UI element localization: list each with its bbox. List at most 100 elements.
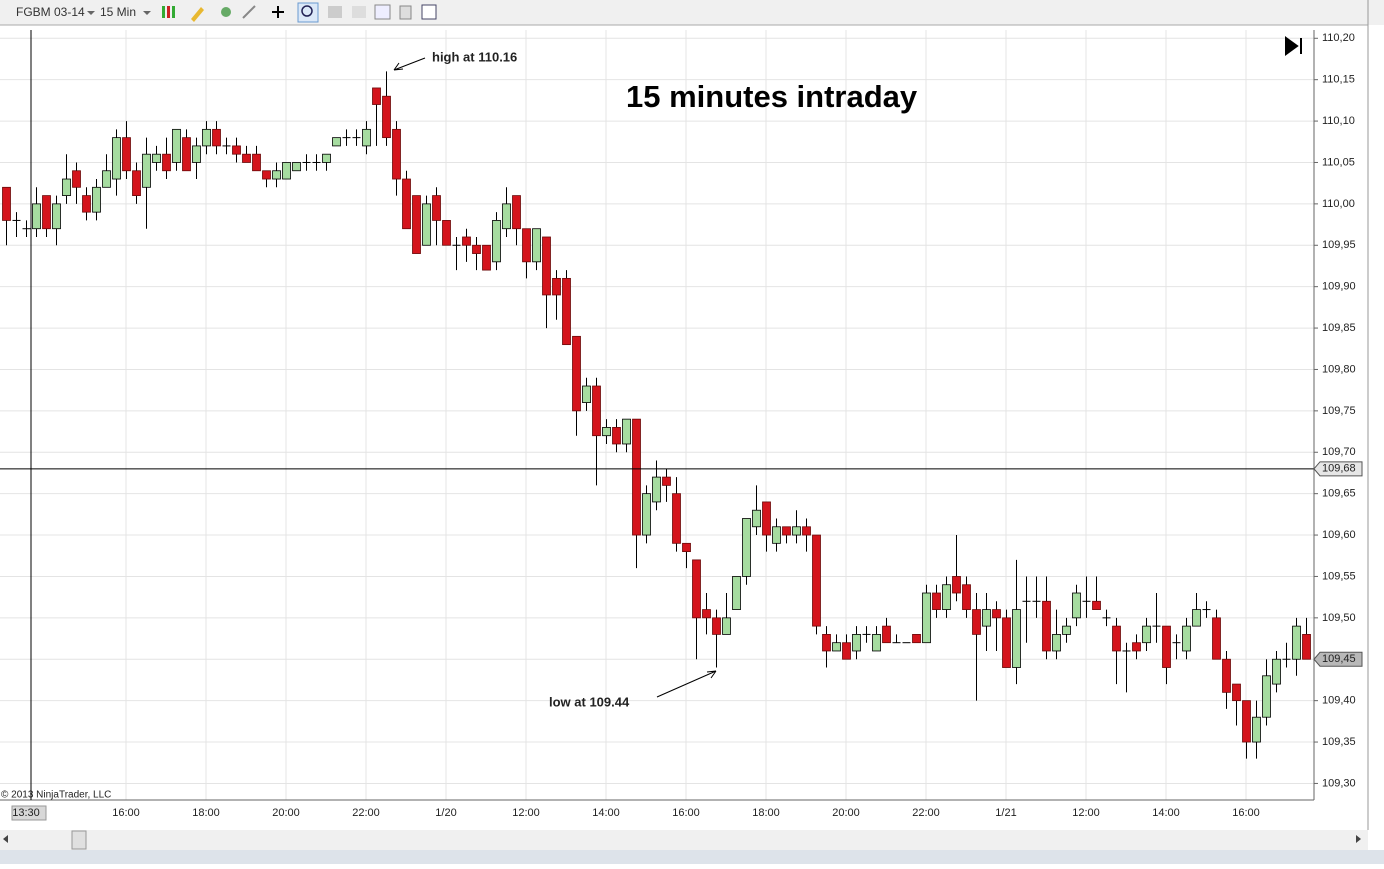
- crosshair-price-label: 109,68: [1322, 463, 1356, 475]
- candle-body: [322, 153, 331, 163]
- candle-body: [942, 584, 951, 610]
- y-tick-label: 110,05: [1322, 156, 1355, 168]
- icon-indicator[interactable]: [221, 7, 231, 17]
- candle-body: [952, 576, 961, 594]
- icon-bars[interactable]: [172, 6, 175, 18]
- icon-bars[interactable]: [167, 6, 170, 18]
- status-strip: [0, 850, 1384, 864]
- y-tick-label: 109,35: [1322, 736, 1356, 748]
- y-tick-label: 109,75: [1322, 405, 1356, 417]
- go-to-end[interactable]: [1285, 36, 1302, 56]
- candle-body: [632, 418, 641, 536]
- candle-body: [192, 145, 201, 163]
- candle-body: [872, 634, 881, 652]
- candle-body: [1182, 625, 1191, 652]
- dropdown[interactable]: [143, 11, 151, 15]
- candle-body: [182, 137, 191, 172]
- y-tick-label: 110,15: [1322, 74, 1355, 86]
- candle-body: [282, 162, 291, 180]
- scrollbar[interactable]: [0, 830, 1368, 850]
- icon-strategy[interactable]: [242, 5, 256, 19]
- candle-body: [252, 153, 261, 172]
- x-tick-label: 22:00: [352, 807, 380, 819]
- y-tick-label: 109,40: [1322, 695, 1356, 707]
- interval[interactable]: 15 Min: [100, 5, 136, 19]
- x-tick-label: 20:00: [272, 807, 300, 819]
- x-tick-label: 16:00: [672, 807, 700, 819]
- toolbar: [0, 0, 1384, 25]
- crosshair-time-box: [11, 805, 47, 821]
- candle-body: [962, 584, 971, 610]
- candle-body: [752, 509, 761, 528]
- x-tick-label: 16:00: [1232, 807, 1260, 819]
- candle-body: [802, 526, 811, 536]
- scroll-thumb[interactable]: [71, 830, 87, 850]
- icon-bars[interactable]: [162, 6, 165, 18]
- candle-body: [722, 617, 731, 635]
- candle-body: [542, 236, 551, 296]
- candle-body: [662, 476, 671, 486]
- candle-body: [462, 236, 471, 246]
- candle-body: [172, 128, 181, 163]
- last-price-label: 109,45: [1322, 653, 1356, 665]
- chart-title: 15 minutes intraday: [626, 79, 918, 114]
- grid: [0, 30, 1314, 800]
- icon-draw[interactable]: [191, 7, 204, 22]
- icon-zoom-glass: [301, 5, 313, 17]
- annotation-arrow: [393, 57, 426, 71]
- candle-body: [982, 609, 991, 627]
- candle-body: [392, 128, 401, 180]
- candle-body: [272, 170, 281, 180]
- candle-body: [642, 493, 651, 536]
- candle-body: [602, 427, 611, 437]
- y-tick-label: 109,50: [1322, 612, 1356, 624]
- candle-body: [512, 195, 521, 230]
- icon-properties[interactable]: [352, 6, 366, 18]
- instrument[interactable]: FGBM 03-14: [16, 5, 85, 19]
- candle-body: [332, 137, 341, 147]
- candle-body: [502, 203, 511, 230]
- candle-body: [2, 186, 11, 221]
- candle-body: [102, 170, 111, 188]
- y-tick-label: 109,85: [1322, 322, 1356, 334]
- candle-body: [372, 87, 381, 105]
- candle-body: [732, 576, 741, 610]
- y-tick-label: 109,95: [1322, 239, 1356, 251]
- candle-body: [612, 427, 621, 445]
- candle-body: [82, 195, 91, 213]
- last-price-box: [1313, 651, 1363, 667]
- candles: [2, 71, 1311, 759]
- icon-doc[interactable]: [399, 5, 412, 20]
- x-tick-label: 13:30: [12, 807, 40, 819]
- icon-crosshair[interactable]: [272, 6, 284, 18]
- icon-chart[interactable]: [374, 4, 391, 20]
- candle-body: [712, 617, 721, 635]
- candle-body: [42, 195, 51, 230]
- icon-window[interactable]: [421, 4, 437, 20]
- candle-body: [682, 542, 691, 553]
- candle-body: [142, 153, 151, 188]
- x-tick-label: 22:00: [912, 807, 940, 819]
- dropdown[interactable]: [87, 11, 95, 15]
- y-tick-label: 109,90: [1322, 281, 1356, 293]
- candle-body: [922, 592, 931, 644]
- annotation: high at 110.16: [432, 49, 517, 64]
- candle-body: [652, 476, 661, 503]
- candle-body: [932, 592, 941, 610]
- candle-body: [1072, 592, 1081, 619]
- candle-body: [492, 220, 501, 263]
- candle-body: [362, 128, 371, 147]
- candle-body: [1292, 625, 1301, 660]
- candle-body: [1212, 617, 1221, 660]
- candle-body: [122, 137, 131, 172]
- x-tick-label: 1/21: [995, 807, 1016, 819]
- candle-body: [1002, 617, 1011, 668]
- candle-body: [442, 220, 451, 246]
- candle-body: [1252, 716, 1261, 743]
- icon-properties[interactable]: [328, 6, 342, 18]
- y-tick-label: 109,65: [1322, 488, 1356, 500]
- candle-body: [382, 95, 391, 139]
